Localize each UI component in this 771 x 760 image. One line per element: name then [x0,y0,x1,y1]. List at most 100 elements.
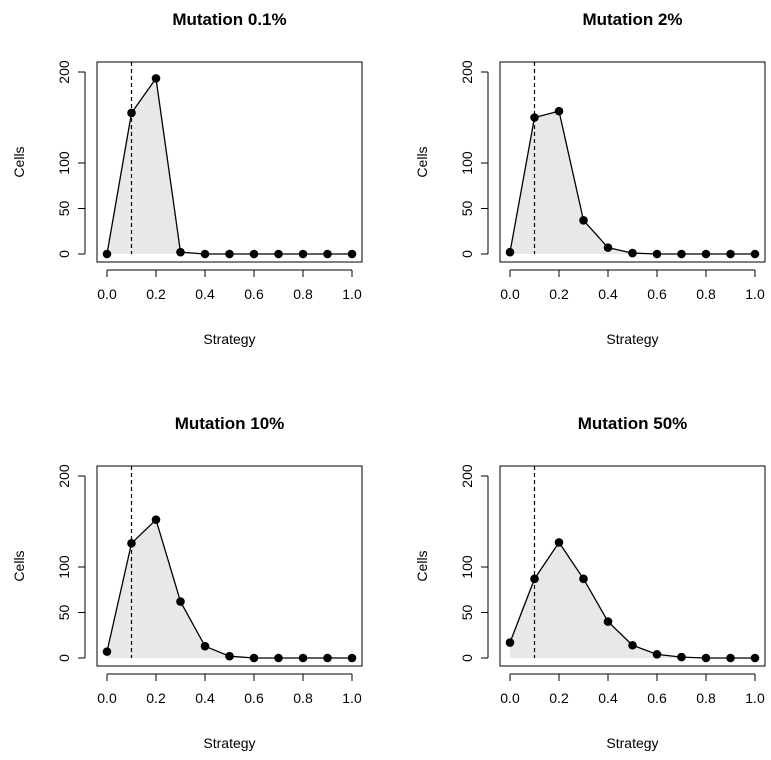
x-tick-label: 1.0 [745,690,765,706]
data-point [200,641,210,651]
x-tick-label: 0.2 [146,286,166,302]
data-point [628,640,637,650]
y-tick-label: 200 [56,464,72,488]
data-point [628,248,637,258]
y-tick-label: 50 [56,201,72,217]
plot-frame [96,465,363,667]
x-tick-label: 1.0 [342,286,362,302]
x-tick-label: 0.4 [195,690,215,706]
chart-panel-3: Mutation 10% 0.0 0.2 0.4 0.6 0.8 1.0 Strategy 0 5… [11,414,363,751]
data-point [750,249,760,259]
y-tick-label: 200 [459,60,475,84]
data-point [249,249,259,259]
x-tick-label: 0.4 [598,690,618,706]
y-tick-label: 200 [56,60,72,84]
y-tick-label: 50 [56,605,72,621]
data-point [554,106,564,116]
x-tick-label: 0.0 [97,690,117,706]
data-point [347,653,357,663]
area-fill [510,111,755,254]
data-point [151,74,161,83]
y-tick-label: 200 [459,464,475,488]
data-point [530,574,539,584]
y-tick-label: 100 [459,151,475,175]
data-point [249,653,259,663]
x-tick-label: 0.4 [598,286,618,302]
data-point [726,653,735,663]
x-tick-label: 0.8 [293,286,313,302]
data-point [701,249,711,259]
y-tick-label: 100 [56,555,72,579]
x-tick-label: 0.8 [696,286,716,302]
y-axis-label: Cells [414,550,430,581]
x-tick-label: 0.4 [195,286,215,302]
plot-frame [96,61,363,263]
data-point [176,247,185,257]
x-tick-label: 0.6 [647,286,667,302]
data-point [677,652,686,662]
data-point [750,653,760,663]
chart-title: Mutation 0.1% [172,10,286,29]
data-point [347,249,357,259]
x-tick-label: 0.6 [244,286,264,302]
data-point [505,247,515,257]
x-tick-label: 0.0 [500,286,520,302]
data-point [603,243,613,252]
y-tick-label: 100 [56,151,72,175]
y-tick-label: 50 [459,201,475,217]
data-point [323,653,332,663]
x-axis-label: Strategy [203,331,255,347]
data-point [127,108,136,118]
data-point [554,538,564,547]
data-point [225,651,234,661]
y-tick-label: 50 [459,605,475,621]
x-axis-label: Strategy [606,331,658,347]
data-point [726,249,735,259]
plot-frame [499,61,766,263]
y-tick-label: 0 [56,654,72,662]
data-point [652,650,662,659]
data-point [701,653,711,663]
x-tick-label: 1.0 [342,690,362,706]
x-axis-label: Strategy [606,735,658,751]
data-point [323,249,332,259]
data-point [225,249,234,259]
x-tick-label: 1.0 [745,286,765,302]
x-tick-label: 0.6 [647,690,667,706]
y-tick-label: 0 [56,250,72,258]
data-point [530,113,539,122]
y-axis-label: Cells [11,550,27,581]
chart-title: Mutation 2% [582,10,682,29]
x-tick-label: 0.2 [549,690,569,706]
data-point [298,653,308,663]
chart-title: Mutation 10% [175,414,285,433]
data-point [151,515,161,524]
x-tick-label: 0.0 [97,286,117,302]
data-point [176,597,185,606]
area-fill [510,542,755,658]
y-tick-label: 0 [459,250,475,258]
data-point [274,249,283,259]
data-point [274,653,283,663]
y-tick-label: 100 [459,555,475,579]
y-axis-label: Cells [414,146,430,177]
x-tick-label: 0.8 [293,690,313,706]
data-point [298,249,308,259]
x-tick-label: 0.2 [146,690,166,706]
area-fill [107,519,352,658]
data-point [603,617,613,626]
data-point [579,574,588,584]
data-point [102,249,112,259]
x-tick-label: 0.6 [244,690,264,706]
data-point [579,216,588,225]
chart-panel-2: Mutation 2% 0.0 0.2 0.4 0.6 0.8 1.0 Strategy 0 50… [414,10,766,347]
plot-frame [499,465,766,667]
data-point [127,539,136,548]
data-point [200,249,210,259]
x-tick-label: 0.8 [696,690,716,706]
y-tick-label: 0 [459,654,475,662]
x-tick-label: 0.2 [549,286,569,302]
chart-panel-4: Mutation 50% 0.0 0.2 0.4 0.6 0.8 1.0 Strategy 0 5… [414,414,766,751]
x-tick-label: 0.0 [500,690,520,706]
